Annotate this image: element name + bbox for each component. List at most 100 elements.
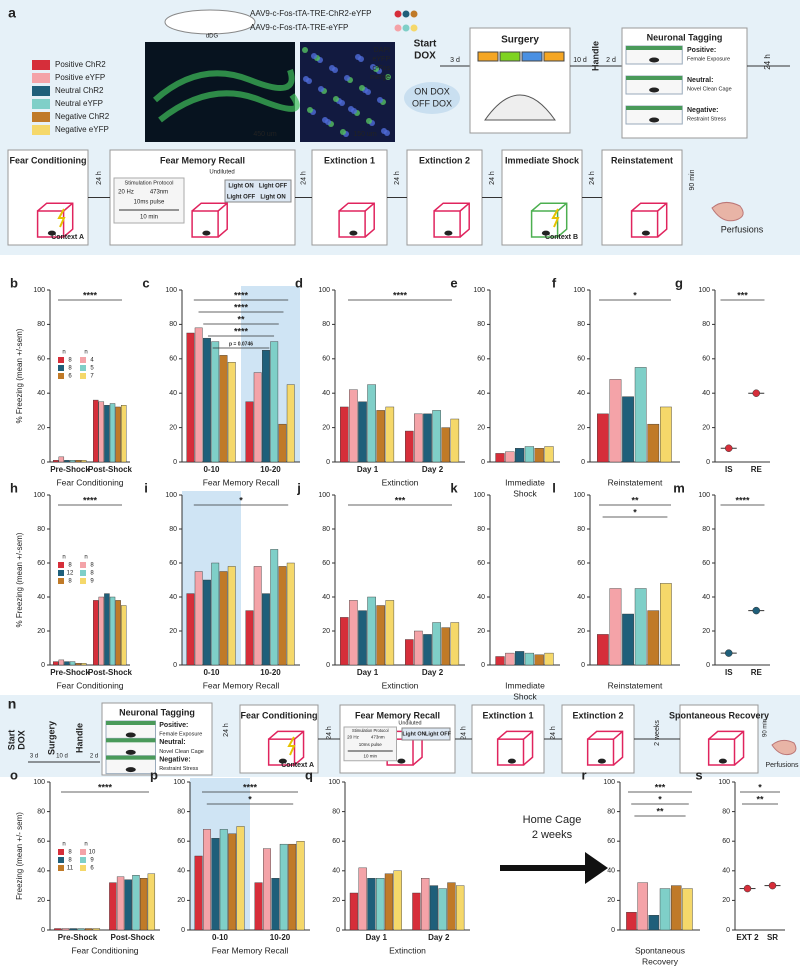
interval-label: 24 h bbox=[223, 723, 230, 737]
n-swatch bbox=[58, 373, 64, 379]
panel-label: f bbox=[552, 275, 557, 290]
y-tick-label: 60 bbox=[722, 838, 730, 845]
y-tick-label: 60 bbox=[37, 838, 45, 845]
y-tick-label: 100 bbox=[173, 779, 185, 786]
bar bbox=[228, 833, 237, 931]
bar bbox=[660, 583, 672, 666]
y-tick-label: 20 bbox=[722, 897, 730, 904]
y-tick-label: 20 bbox=[477, 628, 485, 635]
interval-label: 24 h bbox=[589, 171, 596, 185]
interval-label: 24 h bbox=[96, 171, 103, 185]
bar bbox=[286, 384, 295, 463]
n-label: n bbox=[84, 350, 87, 356]
session-title: Fear Conditioning bbox=[241, 710, 318, 720]
y-tick-label: 0 bbox=[611, 927, 615, 934]
y-tick-label: 20 bbox=[577, 628, 585, 635]
bar bbox=[254, 882, 263, 931]
bar bbox=[262, 350, 270, 463]
interval-label: 90 min bbox=[763, 719, 769, 737]
y-axis-label: % Freezing (mean +/-sem) bbox=[15, 328, 24, 423]
interval-label: 24 h bbox=[326, 726, 333, 740]
x-tick-label: EXT 2 bbox=[736, 933, 759, 942]
cage-cube bbox=[630, 210, 659, 238]
protocol-label: 473nm bbox=[150, 190, 168, 196]
timeline-label: 2 d bbox=[90, 754, 98, 760]
y-tick-label: 80 bbox=[477, 526, 485, 533]
y-tick-label: 0 bbox=[581, 459, 585, 466]
box-title: Neuronal Tagging bbox=[647, 32, 723, 42]
bar bbox=[202, 829, 211, 931]
n-count: 8 bbox=[68, 358, 72, 364]
bar bbox=[278, 423, 287, 463]
vector-dot bbox=[402, 24, 410, 32]
protocol-label: 10ms pulse bbox=[359, 742, 383, 747]
bar bbox=[219, 571, 228, 666]
condition-desc: Restraint Stress bbox=[159, 766, 198, 772]
cage-cube bbox=[707, 738, 736, 766]
bar bbox=[194, 855, 203, 931]
y-tick-label: 0 bbox=[41, 927, 45, 934]
panel-label: m bbox=[673, 480, 685, 495]
y-tick-label: 100 bbox=[33, 492, 45, 499]
bar bbox=[450, 622, 460, 666]
y-tick-label: 60 bbox=[477, 560, 485, 567]
y-tick-label: 100 bbox=[698, 492, 710, 499]
panel-label: p bbox=[150, 767, 158, 782]
session-box bbox=[7, 149, 89, 246]
vector-dot bbox=[394, 10, 402, 18]
bar bbox=[53, 661, 59, 666]
interval-label: 24 h bbox=[763, 54, 772, 70]
x-axis-label: Reinstatement bbox=[608, 477, 663, 487]
x-tick-label: Pre-Shock bbox=[50, 668, 90, 677]
x-axis-label: Extinction bbox=[382, 680, 419, 690]
cell bbox=[381, 128, 387, 134]
cell bbox=[366, 118, 372, 124]
bar bbox=[271, 878, 280, 931]
session-title: Extinction 1 bbox=[324, 155, 375, 165]
panel-label: o bbox=[10, 767, 18, 782]
y-tick-label: 80 bbox=[37, 808, 45, 815]
condition-name: Positive: bbox=[159, 722, 188, 729]
y-tick-label: 80 bbox=[169, 321, 177, 328]
n-label: n bbox=[62, 842, 65, 848]
bar bbox=[622, 613, 634, 666]
session-title: Fear Conditioning bbox=[10, 155, 87, 165]
significance-label: **** bbox=[735, 495, 750, 505]
bar bbox=[64, 661, 70, 666]
x-tick-label: 0-10 bbox=[203, 465, 220, 474]
y-tick-label: 100 bbox=[165, 287, 177, 294]
mouse bbox=[125, 732, 136, 738]
interval-label: 2 weeks bbox=[654, 720, 661, 746]
vector-label: AAV9-c-Fos-tTA-TRE-ChR2-eYFP bbox=[250, 9, 372, 18]
granule-layer bbox=[153, 69, 300, 123]
y-tick-label: 20 bbox=[607, 897, 615, 904]
bar bbox=[80, 663, 87, 666]
y-tick-label: 40 bbox=[37, 868, 45, 875]
bar bbox=[186, 332, 195, 463]
mouse bbox=[507, 758, 516, 764]
session-title: Fear Memory Recall bbox=[160, 155, 245, 165]
y-tick-label: 100 bbox=[573, 492, 585, 499]
cell bbox=[377, 97, 383, 103]
mouse bbox=[397, 758, 406, 764]
bar bbox=[109, 596, 116, 666]
significance-label: ** bbox=[656, 806, 664, 816]
y-tick-label: 80 bbox=[702, 321, 710, 328]
bar bbox=[147, 873, 156, 931]
y-tick-label: 60 bbox=[322, 356, 330, 363]
bar bbox=[69, 661, 76, 666]
bar bbox=[648, 915, 660, 931]
shock-icon bbox=[551, 208, 560, 228]
bar bbox=[349, 389, 358, 463]
y-tick-label: 100 bbox=[328, 779, 340, 786]
end-label: Perfusions bbox=[721, 224, 764, 234]
y-tick-label: 0 bbox=[726, 927, 730, 934]
mouse bbox=[649, 87, 660, 93]
home-cage-label: Home Cage bbox=[523, 814, 582, 826]
significance-label: **** bbox=[83, 290, 98, 300]
vector-dot bbox=[410, 24, 418, 32]
protocol-label: Undiluted bbox=[398, 720, 421, 726]
y-tick-label: 20 bbox=[37, 628, 45, 635]
construct-part bbox=[521, 51, 543, 62]
cage-cube bbox=[497, 730, 534, 766]
